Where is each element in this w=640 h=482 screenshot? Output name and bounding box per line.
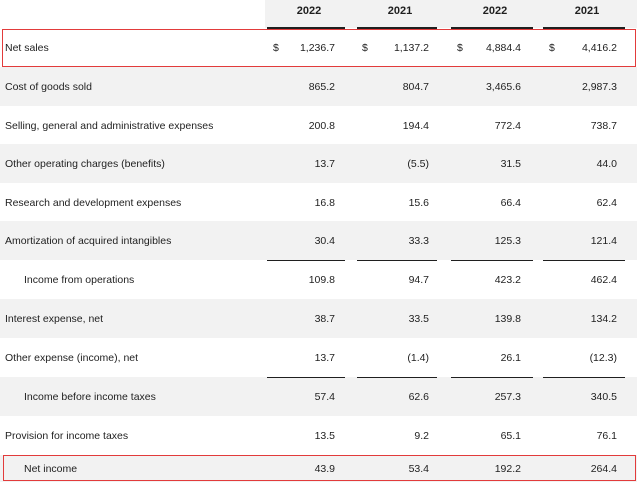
value-cell: 3,465.6 bbox=[485, 80, 521, 93]
table-row: Income before income taxes 57.4 62.6 257.3 3… bbox=[0, 377, 637, 416]
value-cell: (12.3) bbox=[589, 351, 617, 364]
header-rule bbox=[451, 27, 533, 29]
value-cell: 13.7 bbox=[314, 351, 335, 364]
value-cell: 94.7 bbox=[408, 273, 429, 286]
value-cell: 43.9 bbox=[314, 462, 335, 475]
header-rule bbox=[543, 27, 625, 29]
table-row: Net income 43.9 53.4 192.2 264.4 bbox=[0, 455, 637, 482]
value-cell: 33.3 bbox=[408, 234, 429, 247]
table-row: Amortization of acquired intangibles 30.4… bbox=[0, 221, 637, 260]
value-cell: 16.8 bbox=[314, 196, 335, 209]
value-cell: 200.8 bbox=[308, 119, 335, 132]
value-cell: 9.2 bbox=[414, 429, 429, 442]
value-cell: 1,236.7 bbox=[299, 41, 335, 54]
table-row: Selling, general and administrative expe… bbox=[0, 106, 637, 145]
subtotal-rule bbox=[267, 260, 345, 261]
value-cell: 4,884.4 bbox=[485, 41, 521, 54]
column-header-2022-a: 2022 bbox=[296, 5, 322, 17]
value-cell: 1,137.2 bbox=[393, 41, 429, 54]
subtotal-rule bbox=[451, 377, 533, 378]
row-label: Research and development expenses bbox=[5, 196, 182, 209]
value-cell: 62.6 bbox=[408, 390, 429, 403]
subtotal-rule bbox=[357, 260, 437, 261]
row-label: Interest expense, net bbox=[5, 312, 104, 325]
value-cell: 121.4 bbox=[590, 234, 617, 247]
value-cell: 134.2 bbox=[590, 312, 617, 325]
column-header-2021-a: 2021 bbox=[387, 5, 413, 17]
value-cell: 76.1 bbox=[596, 429, 617, 442]
row-label: Other operating charges (benefits) bbox=[5, 157, 165, 170]
value-cell: 264.4 bbox=[590, 462, 617, 475]
value-cell: 194.4 bbox=[402, 119, 429, 132]
value-cell: 192.2 bbox=[494, 462, 521, 475]
row-label: Net sales bbox=[5, 41, 49, 54]
value-cell: 2,987.3 bbox=[581, 80, 617, 93]
value-cell: 109.8 bbox=[308, 273, 335, 286]
table-header bbox=[265, 0, 637, 28]
value-cell: 257.3 bbox=[494, 390, 521, 403]
row-label: Income before income taxes bbox=[24, 390, 156, 403]
net-sales-highlight-box bbox=[2, 29, 636, 67]
value-cell: 44.0 bbox=[596, 157, 617, 170]
currency-symbol: $ bbox=[457, 41, 463, 54]
currency-symbol: $ bbox=[362, 41, 368, 54]
row-label: Amortization of acquired intangibles bbox=[5, 234, 172, 247]
table-row: Interest expense, net 38.7 33.5 139.8 134.2 bbox=[0, 299, 637, 338]
value-cell: 62.4 bbox=[596, 196, 617, 209]
column-header-2022-b: 2022 bbox=[482, 5, 508, 17]
table-row: Income from operations 109.8 94.7 423.2 462.… bbox=[0, 260, 637, 299]
currency-symbol: $ bbox=[549, 41, 555, 54]
value-cell: 772.4 bbox=[494, 119, 521, 132]
value-cell: 53.4 bbox=[408, 462, 429, 475]
row-label: Provision for income taxes bbox=[5, 429, 129, 442]
net-income-highlight-box bbox=[3, 455, 636, 481]
row-label: Income from operations bbox=[24, 273, 135, 286]
subtotal-rule bbox=[357, 377, 437, 378]
subtotal-rule bbox=[451, 260, 533, 261]
value-cell: 66.4 bbox=[500, 196, 521, 209]
row-label: Other expense (income), net bbox=[5, 351, 139, 364]
value-cell: 38.7 bbox=[314, 312, 335, 325]
table-row: Other expense (income), net 13.7 (1.4) 26.1… bbox=[0, 338, 637, 377]
value-cell: 31.5 bbox=[500, 157, 521, 170]
table-row: Provision for income taxes 13.5 9.2 65.1 76.… bbox=[0, 416, 637, 455]
table-row: Cost of goods sold 865.2 804.7 3,465.6 2,987… bbox=[0, 67, 637, 106]
table-row: Net sales $1,236.7 $1,137.2 $4,884.4 $4,416.… bbox=[0, 28, 637, 67]
value-cell: 804.7 bbox=[402, 80, 429, 93]
value-cell: 340.5 bbox=[590, 390, 617, 403]
value-cell: 57.4 bbox=[314, 390, 335, 403]
value-cell: 15.6 bbox=[408, 196, 429, 209]
subtotal-rule bbox=[267, 377, 345, 378]
row-label: Cost of goods sold bbox=[5, 80, 92, 93]
column-header-2021-b: 2021 bbox=[574, 5, 600, 17]
value-cell: 13.5 bbox=[314, 429, 335, 442]
value-cell: 139.8 bbox=[494, 312, 521, 325]
value-cell: 738.7 bbox=[590, 119, 617, 132]
value-cell: 423.2 bbox=[494, 273, 521, 286]
row-label: Selling, general and administrative expe… bbox=[5, 119, 214, 132]
currency-symbol: $ bbox=[273, 41, 279, 54]
header-rule bbox=[357, 27, 437, 29]
value-cell: (5.5) bbox=[407, 157, 429, 170]
value-cell: 30.4 bbox=[314, 234, 335, 247]
subtotal-rule bbox=[543, 377, 625, 378]
table-row: Research and development expenses 16.8 15.… bbox=[0, 183, 637, 222]
value-cell: 125.3 bbox=[494, 234, 521, 247]
header-rule bbox=[267, 27, 345, 29]
value-cell: 462.4 bbox=[590, 273, 617, 286]
subtotal-rule bbox=[543, 260, 625, 261]
row-label: Net income bbox=[24, 462, 78, 475]
table-row: Other operating charges (benefits) 13.7 (5… bbox=[0, 144, 637, 183]
value-cell: 4,416.2 bbox=[581, 41, 617, 54]
value-cell: 865.2 bbox=[308, 80, 335, 93]
value-cell: (1.4) bbox=[407, 351, 429, 364]
value-cell: 26.1 bbox=[500, 351, 521, 364]
value-cell: 33.5 bbox=[408, 312, 429, 325]
value-cell: 65.1 bbox=[500, 429, 521, 442]
value-cell: 13.7 bbox=[314, 157, 335, 170]
